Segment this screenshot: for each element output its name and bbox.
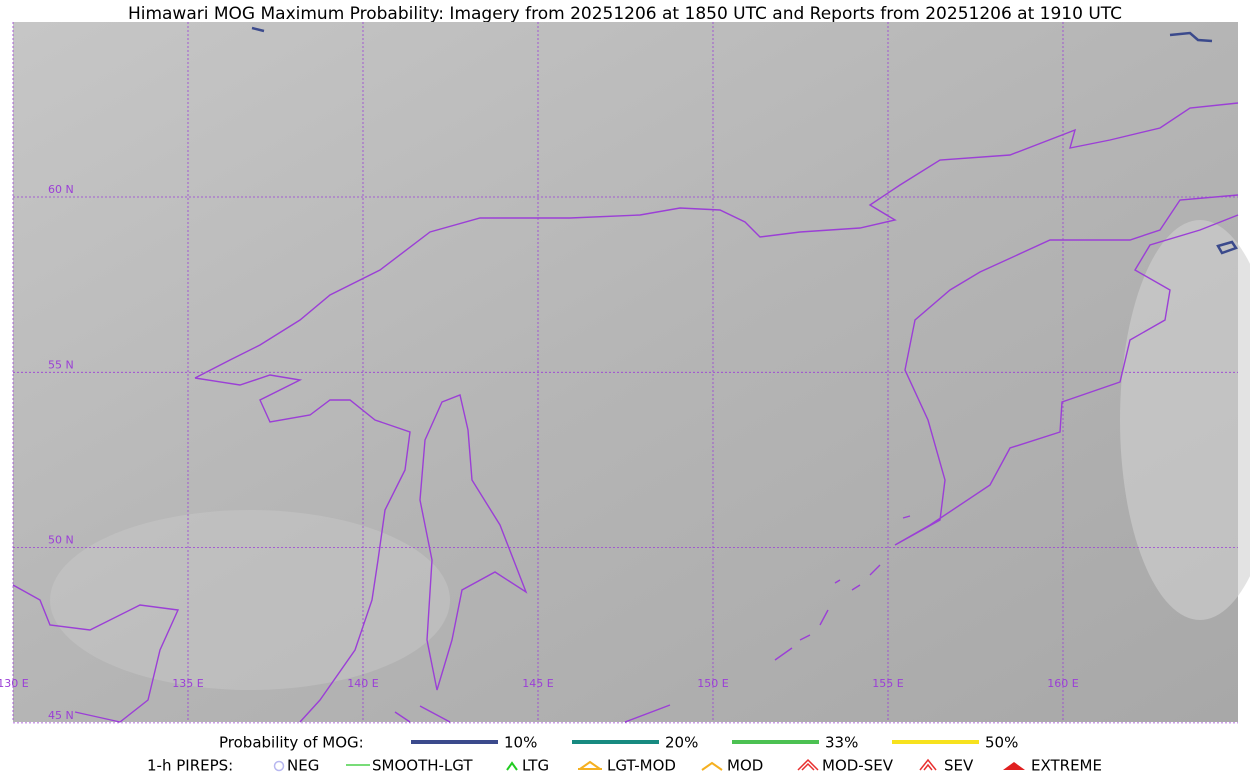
icon-neg	[273, 760, 285, 772]
longitude-label: 145 E	[522, 677, 553, 690]
latitude-label: 55 N	[48, 358, 74, 371]
latitude-label: 60 N	[48, 183, 74, 196]
coastline	[12, 584, 180, 723]
coastline	[894, 194, 1239, 546]
cloud	[1120, 220, 1250, 620]
icon-mod-sev	[797, 758, 819, 771]
legend: Probability of MOG: 10% 20% 33% 50% 1-h PIREP…	[147, 734, 1102, 775]
cloud	[50, 510, 450, 690]
title: Himawari MOG Maximum Probability: Imager…	[128, 4, 1122, 24]
pirep-label: EXTREME	[1031, 757, 1102, 775]
icon-lgt-mod	[578, 760, 602, 770]
pirep-label: SEV	[944, 757, 974, 775]
pirep-label: LGT-MOD	[607, 757, 676, 775]
longitude-label: 140 E	[347, 677, 378, 690]
pirep-label: LTG	[522, 757, 549, 775]
legend-label: 10%	[504, 734, 537, 752]
latitude-label: 45 N	[48, 709, 74, 722]
legend-label: 20%	[665, 734, 698, 752]
icon-sev	[919, 758, 937, 771]
coastline	[194, 374, 411, 723]
icon-extreme	[1003, 762, 1025, 770]
legend-title: 1-h PIREPS:	[147, 757, 233, 775]
pirep-icons	[273, 758, 1025, 772]
longitude-label: 160 E	[1047, 677, 1078, 690]
probability-contour	[251, 26, 1238, 255]
coastline	[419, 394, 528, 691]
longitude-label: 130 E	[0, 677, 29, 690]
longitude-label: 150 E	[697, 677, 728, 690]
legend-label: 33%	[825, 734, 858, 752]
map: 130 E 135 E 140 E 145 E 150 E 155 E 160 E 60 N 5…	[0, 22, 1250, 724]
icon-ltg	[506, 761, 518, 771]
longitude-label: 135 E	[172, 677, 203, 690]
latitude-label: 50 N	[48, 534, 74, 547]
coastline	[394, 515, 911, 723]
pirep-label: SMOOTH-LGT	[372, 757, 473, 775]
pirep-label: NEG	[287, 757, 319, 775]
icon-mod	[701, 761, 723, 771]
coastline	[194, 102, 1239, 379]
pirep-label: MOD	[727, 757, 763, 775]
pirep-label: MOD-SEV	[822, 757, 894, 775]
longitude-label: 155 E	[872, 677, 903, 690]
grid: 130 E 135 E 140 E 145 E 150 E 155 E 160 E 60 N 5…	[0, 22, 1238, 724]
legend-title: Probability of MOG:	[219, 734, 364, 752]
legend-label: 50%	[985, 734, 1018, 752]
